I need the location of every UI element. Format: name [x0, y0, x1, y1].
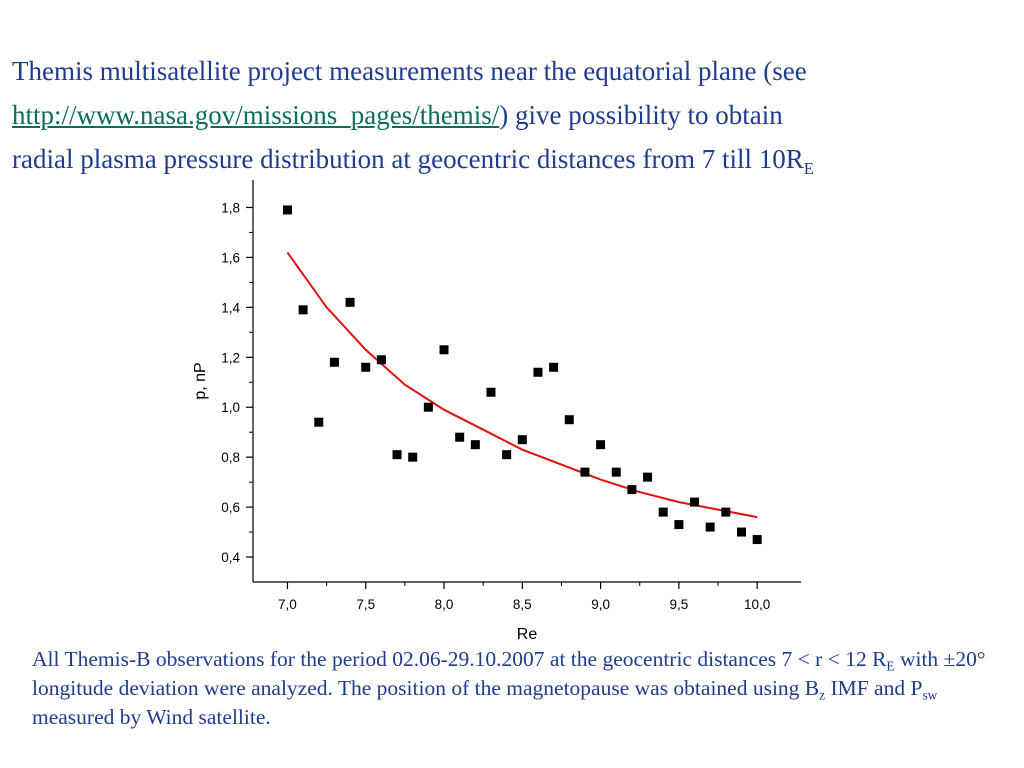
y-tick-label: 1,6: [221, 250, 240, 265]
data-point: [376, 355, 386, 365]
data-point: [455, 432, 465, 442]
intro-text-part1: Themis multisatellite project measuremen…: [12, 56, 807, 86]
y-tick-label: 1,4: [221, 300, 240, 315]
y-tick-label: 1,2: [221, 350, 240, 365]
data-point: [298, 305, 308, 315]
x-tick-label: 9,0: [591, 597, 610, 612]
data-point: [580, 467, 590, 477]
data-point: [705, 522, 715, 532]
data-point: [345, 297, 355, 307]
data-point: [486, 387, 496, 397]
data-point: [517, 435, 527, 445]
data-point: [721, 507, 731, 517]
caption-subscript-e: E: [886, 658, 895, 674]
data-point: [329, 357, 339, 367]
y-tick-label: 1,8: [221, 200, 240, 215]
data-point: [549, 362, 559, 372]
caption-text: All Themis-B observations for the period…: [32, 645, 1022, 732]
x-tick-label: 8,0: [435, 597, 454, 612]
y-tick-label: 0,8: [221, 450, 240, 465]
data-point: [658, 507, 668, 517]
data-point: [737, 527, 747, 537]
themis-link[interactable]: http://www.nasa.gov/missions_pages/themi…: [12, 100, 500, 130]
chart-axes: 0,4 0,6 0,8 1,0 1,2 1,4 1,6 1,8 7,0 7,5 8,0 8,5 9,0 9…: [221, 180, 801, 612]
data-point: [408, 452, 418, 462]
caption-subscript-z: z: [819, 687, 826, 703]
intro-text-line3: radial plasma pressure distribution at g…: [12, 144, 804, 174]
x-tick-label: 8,5: [513, 597, 532, 612]
intro-text-part2: ) give possibility to obtain: [499, 100, 783, 130]
data-point: [674, 520, 684, 530]
data-point: [439, 345, 449, 355]
data-point: [752, 535, 762, 545]
data-point: [282, 205, 292, 215]
data-point: [502, 450, 512, 460]
y-tick-label: 1,0: [221, 400, 240, 415]
caption-part1: All Themis-B observations for the period…: [32, 647, 887, 671]
data-point: [611, 467, 621, 477]
caption-part4: measured by Wind satellite.: [32, 705, 271, 729]
x-tick-label: 7,5: [356, 597, 375, 612]
intro-subscript-e: E: [803, 158, 815, 178]
y-tick-label: 0,4: [221, 550, 240, 565]
data-point: [392, 450, 402, 460]
y-tick-label: 0,6: [221, 500, 240, 515]
data-point: [533, 367, 543, 377]
data-point: [314, 417, 324, 427]
x-tick-label: 7,0: [278, 597, 297, 612]
x-axis-label: Re: [517, 626, 538, 643]
x-tick-label: 10,0: [744, 597, 770, 612]
data-point: [423, 402, 433, 412]
data-point: [564, 415, 574, 425]
data-point: [361, 362, 371, 372]
fit-curve-group: [286, 251, 758, 519]
y-axis-label: p, nP: [192, 362, 209, 399]
data-point: [627, 485, 637, 495]
data-point: [643, 472, 653, 482]
fit-curve: [286, 251, 758, 519]
caption-part2: with ±20° longitude deviation were analy…: [32, 647, 986, 700]
caption-subscript-sw: sw: [922, 687, 938, 703]
data-point: [470, 440, 480, 450]
data-point: [596, 440, 606, 450]
caption-part3: IMF and P: [825, 676, 923, 700]
intro-text: Themis multisatellite project measuremen…: [12, 49, 1024, 181]
x-tick-label: 9,5: [669, 597, 688, 612]
data-points-group: [282, 205, 762, 545]
data-point: [690, 497, 700, 507]
